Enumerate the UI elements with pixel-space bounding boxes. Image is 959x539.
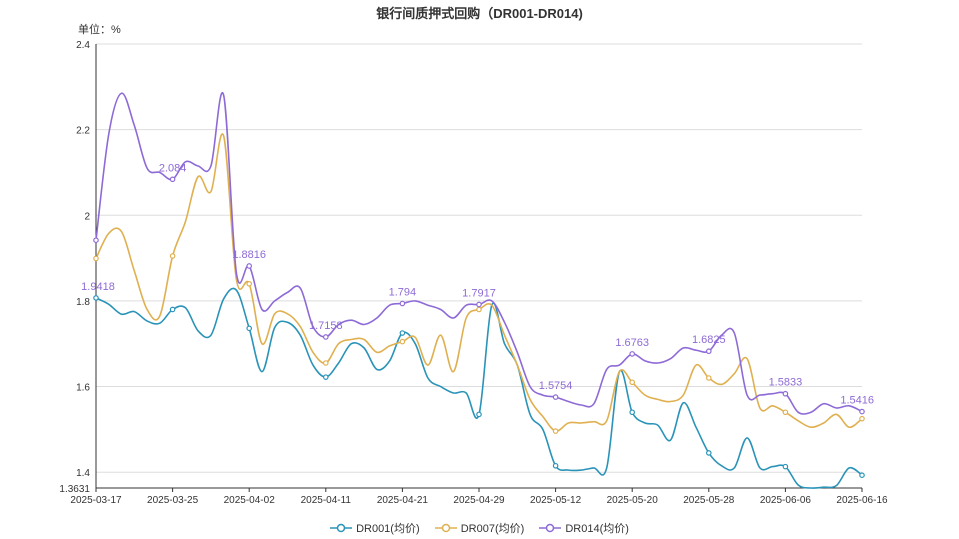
data-point [552,462,559,469]
y-tick-label: 1.3631 [59,484,90,495]
series-line-dr014 [95,91,863,415]
y-tick-label: 1.6 [76,383,90,394]
data-label: 1.9418 [81,281,115,293]
legend: DR001(均价) DR007(均价) DR014(均价) [0,520,959,536]
y-tick-label: 2.4 [76,40,90,51]
data-label: 1.5754 [539,380,573,392]
x-tick-label: 2025-06-06 [760,495,812,506]
data-point [629,409,636,416]
data-point [629,379,636,386]
data-point [93,295,99,301]
data-label: 1.7158 [309,320,343,332]
x-tick-label: 2025-05-28 [683,495,735,506]
x-tick-label: 2025-04-11 [301,495,352,506]
data-label: 2.084 [159,162,187,174]
data-point [859,415,865,422]
x-tick-label: 2025-05-20 [607,495,659,506]
data-label: 1.7917 [462,287,496,299]
data-point [93,237,99,244]
y-tick-label: 1.4 [76,468,90,479]
data-label: 1.6763 [615,337,649,349]
legend-item-dr007[interactable]: DR007(均价) [434,520,525,536]
data-label: 1.794 [389,286,417,298]
chart-title: 银行间质押式回购（DR001-DR014) [376,6,583,21]
data-point [399,300,406,307]
unit-label: 单位：% [78,24,121,36]
data-point [246,280,253,287]
x-tick-label: 2025-04-02 [224,495,276,506]
data-point [169,306,176,313]
data-point [322,374,329,380]
data-point [705,375,712,381]
data-label: 1.6825 [692,334,726,346]
data-label: 1.5416 [840,395,874,407]
x-tick-label: 2025-06-16 [836,495,888,506]
data-point [399,330,406,336]
data-point [782,463,789,470]
data-point [782,390,789,397]
series-line-dr007 [95,133,863,432]
data-label: 1.5833 [769,377,803,389]
legend-label-dr001: DR001(均价) [356,523,420,535]
data-point [93,255,99,262]
x-tick-label: 2025-05-12 [530,495,582,506]
data-point [476,411,482,418]
x-tick-label: 2025-03-17 [70,495,122,506]
x-tick-label: 2025-03-25 [147,495,199,506]
x-tick-label: 2025-04-21 [377,495,429,506]
x-tick-label: 2025-04-29 [453,495,505,506]
data-point [399,338,406,345]
y-tick-label: 1.8 [76,297,90,308]
data-point [629,351,636,357]
legend-item-dr001[interactable]: DR001(均价) [330,520,420,536]
data-label: 1.8816 [232,249,266,261]
data-point [552,394,559,400]
data-point [322,334,329,340]
data-point [322,360,329,366]
data-point [246,325,253,332]
data-point [859,408,865,415]
data-point [246,263,253,269]
data-point [476,301,482,308]
legend-label-dr007: DR007(均价) [460,523,525,535]
y-tick-label: 2 [84,211,90,222]
data-point [705,348,712,355]
data-point [705,450,712,456]
legend-item-dr014[interactable]: DR014(均价) [539,520,629,536]
data-point [782,409,789,416]
data-point [859,472,865,478]
data-point [169,176,176,183]
data-point [169,253,176,259]
y-tick-label: 2.2 [76,126,90,137]
data-point [552,428,559,434]
legend-label-dr014: DR014(均价) [565,523,629,535]
series-line-dr001 [95,287,863,489]
data-point [476,306,482,313]
